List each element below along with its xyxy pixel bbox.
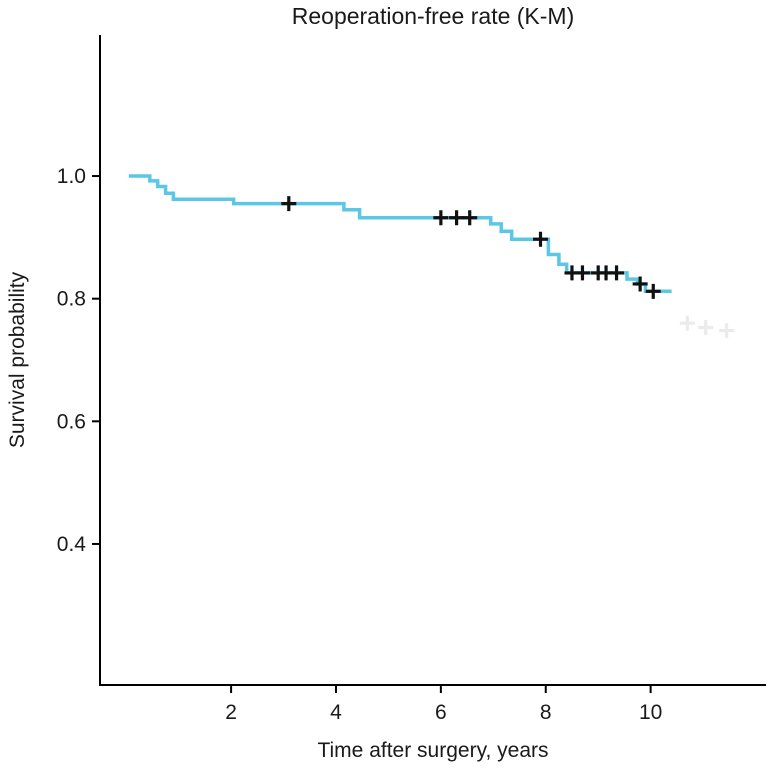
y-tick-label: 0.8 [57, 288, 86, 311]
y-tick-label: 1.0 [57, 165, 86, 188]
survival-curve [128, 174, 672, 294]
censor-marks [281, 196, 661, 299]
axis-ticks: 0.4 0.6 0.8 1.0 2 4 6 8 10 [57, 165, 663, 724]
faint-censor-plus-icon [679, 315, 695, 331]
x-tick-label: 2 [225, 701, 237, 724]
faint-censor-plus-icon [698, 320, 714, 335]
faint-censor-plus-icon [719, 323, 735, 339]
censor-plus-icon [433, 210, 449, 226]
censor-plus-icon [533, 231, 549, 247]
y-axis-label: Survival probability [6, 271, 29, 448]
axis-line [99, 35, 766, 686]
x-axis-label: Time after surgery, years [317, 739, 548, 762]
x-tick-label: 6 [435, 701, 447, 724]
chart-title: Reoperation-free rate (K-M) [292, 3, 575, 29]
censor-plus-icon [281, 196, 297, 212]
censor-plus-icon [645, 283, 661, 299]
censor-plus-icon [609, 265, 625, 281]
y-tick-label: 0.4 [57, 533, 87, 556]
axes [99, 35, 766, 686]
censor-plus-icon [632, 276, 648, 292]
censor-plus-icon [462, 210, 478, 226]
x-tick-label: 8 [540, 701, 552, 724]
x-tick-label: 10 [639, 701, 662, 724]
y-tick-label: 0.6 [57, 410, 86, 433]
faint-censor-marks [679, 315, 735, 339]
km-step-line [128, 174, 672, 294]
censor-plus-icon [574, 265, 590, 281]
x-tick-label: 4 [330, 701, 342, 724]
censor-plus-icon [449, 210, 465, 226]
